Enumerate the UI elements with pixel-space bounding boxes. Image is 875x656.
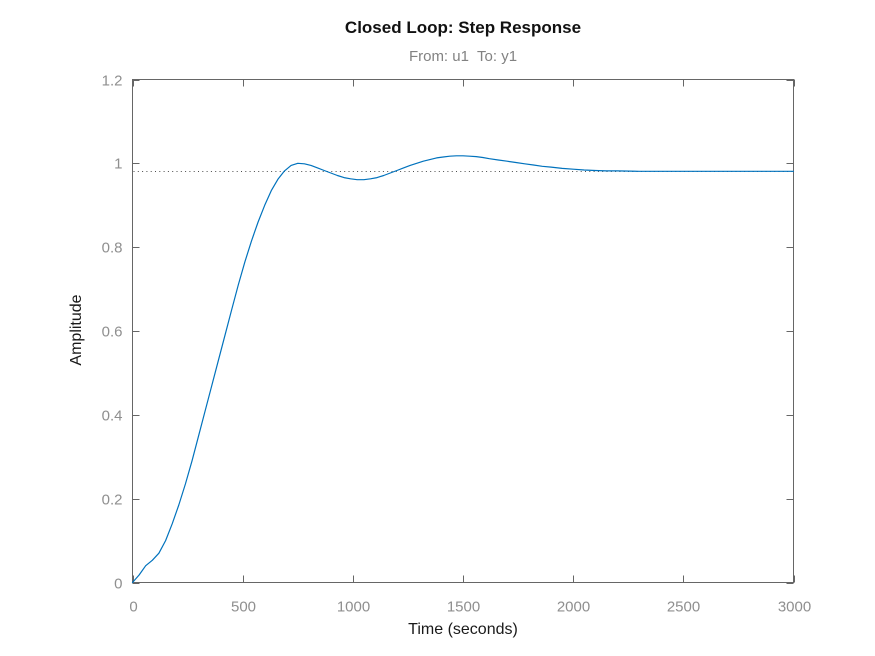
x-axis-label: Time (seconds) [408, 621, 518, 638]
x-tick-label: 2500 [667, 599, 700, 616]
axes-box [132, 79, 794, 583]
x-tick-label: 1000 [337, 599, 370, 616]
x-tick-label: 3000 [778, 599, 811, 616]
y-tick-label: 0.6 [102, 324, 123, 341]
y-tick-label: 0.2 [102, 492, 123, 509]
x-tick-label: 1500 [447, 599, 480, 616]
y-tick-label: 0.8 [102, 240, 123, 257]
y-tick-label: 1.2 [102, 73, 123, 90]
chart-subtitle: From: u1 To: y1 [408, 48, 518, 65]
x-tick-label: 2000 [557, 599, 590, 616]
x-tick-label: 500 [231, 599, 256, 616]
y-tick-label: 1 [114, 156, 122, 173]
chart-title: Closed Loop: Step Response [344, 18, 582, 37]
step-response-curve [131, 155, 795, 584]
y-tick-label: 0.4 [102, 408, 123, 425]
x-tick-label: 0 [129, 599, 137, 616]
y-tick-label: 0 [114, 576, 122, 593]
